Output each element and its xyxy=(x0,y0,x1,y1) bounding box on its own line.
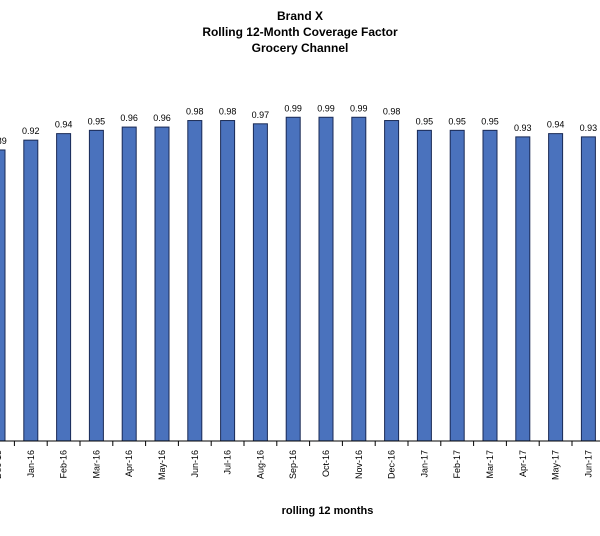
value-label-Mar-16: 0.95 xyxy=(88,116,106,126)
bar-Jun-17 xyxy=(580,136,596,442)
bars-layer xyxy=(0,116,596,442)
category-label-May-17: May-17 xyxy=(551,450,561,480)
x-axis-label: rolling 12 months xyxy=(281,505,374,517)
value-label-Feb-17: 0.95 xyxy=(448,116,466,126)
value-label-Jan-16: 0.92 xyxy=(22,126,40,136)
value-label-Dec-16: 0.98 xyxy=(383,107,401,117)
value-label-May-16: 0.96 xyxy=(153,113,171,123)
value-label-Feb-16: 0.94 xyxy=(55,120,73,130)
category-label-Aug-16: Aug-16 xyxy=(255,450,265,479)
category-label-Mar-16: Mar-16 xyxy=(91,450,101,479)
value-label-Jul-16: 0.98 xyxy=(219,107,237,117)
bar-Mar-16 xyxy=(88,129,104,442)
bar-Apr-16 xyxy=(121,126,137,442)
bar-May-17 xyxy=(548,133,564,442)
category-label-Jul-16: Jul-16 xyxy=(223,450,233,475)
bar-May-16 xyxy=(154,126,170,442)
category-label-Jun-16: Jun-16 xyxy=(190,450,200,478)
category-label-Dec-15: Dec-15 xyxy=(0,450,3,479)
bar-Feb-17 xyxy=(449,129,465,442)
category-label-Nov-16: Nov-16 xyxy=(354,450,364,479)
chart-title-line-1: Brand X xyxy=(276,9,323,23)
category-label-Jan-17: Jan-17 xyxy=(419,450,429,478)
value-label-Jan-17: 0.95 xyxy=(416,116,434,126)
bar-Sep-16 xyxy=(285,116,301,442)
category-label-Feb-16: Feb-16 xyxy=(59,450,69,479)
value-label-Nov-16: 0.99 xyxy=(350,103,368,113)
value-label-Jun-16: 0.98 xyxy=(186,107,204,117)
category-label-Apr-17: Apr-17 xyxy=(518,450,528,477)
category-label-Dec-16: Dec-16 xyxy=(387,450,397,479)
value-label-Apr-17: 0.93 xyxy=(514,123,532,133)
category-label-Feb-17: Feb-17 xyxy=(452,450,462,479)
bar-Oct-16 xyxy=(318,116,334,442)
value-label-May-17: 0.94 xyxy=(547,120,565,130)
value-labels-layer: 0.89 0.92 0.94 0.95 0.96 0.96 0.98 0.98 0.97 0.99… xyxy=(0,103,597,146)
chart-title-line-2: Rolling 12-Month Coverage Factor xyxy=(202,25,398,39)
category-label-Jan-16: Jan-16 xyxy=(26,450,36,478)
category-label-Apr-16: Apr-16 xyxy=(124,450,134,477)
value-label-Oct-16: 0.99 xyxy=(317,103,335,113)
value-label-Dec-15: 0.89 xyxy=(0,136,7,146)
value-label-Mar-17: 0.95 xyxy=(481,116,499,126)
x-ticks-layer xyxy=(13,441,573,446)
category-label-Oct-16: Oct-16 xyxy=(321,450,331,477)
bar-Jun-16 xyxy=(187,120,203,442)
value-label-Apr-16: 0.96 xyxy=(120,113,138,123)
category-label-May-16: May-16 xyxy=(157,450,167,480)
bar-Jan-17 xyxy=(416,129,432,442)
category-label-Sep-16: Sep-16 xyxy=(288,450,298,479)
bar-Mar-17 xyxy=(482,129,498,442)
bar-Dec-16 xyxy=(384,120,400,442)
category-label-Jun-17: Jun-17 xyxy=(583,450,593,478)
value-label-Aug-16: 0.97 xyxy=(252,110,270,120)
category-label-Mar-17: Mar-17 xyxy=(485,450,495,479)
bar-Apr-17 xyxy=(515,136,531,442)
bar-Jul-16 xyxy=(220,120,236,442)
chart-title-line-3: Grocery Channel xyxy=(251,41,349,55)
bar-Aug-16 xyxy=(252,123,268,442)
category-labels-layer: Dec-15 Jan-16 Feb-16 Mar-16 Apr-16 May-16 Jun-… xyxy=(0,450,593,480)
bar-Nov-16 xyxy=(351,116,367,442)
value-label-Sep-16: 0.99 xyxy=(284,103,302,113)
bar-Jan-16 xyxy=(23,139,39,442)
bar-Feb-16 xyxy=(56,133,72,442)
bar-Dec-15 xyxy=(0,149,6,442)
value-label-Jun-17: 0.93 xyxy=(580,123,598,133)
